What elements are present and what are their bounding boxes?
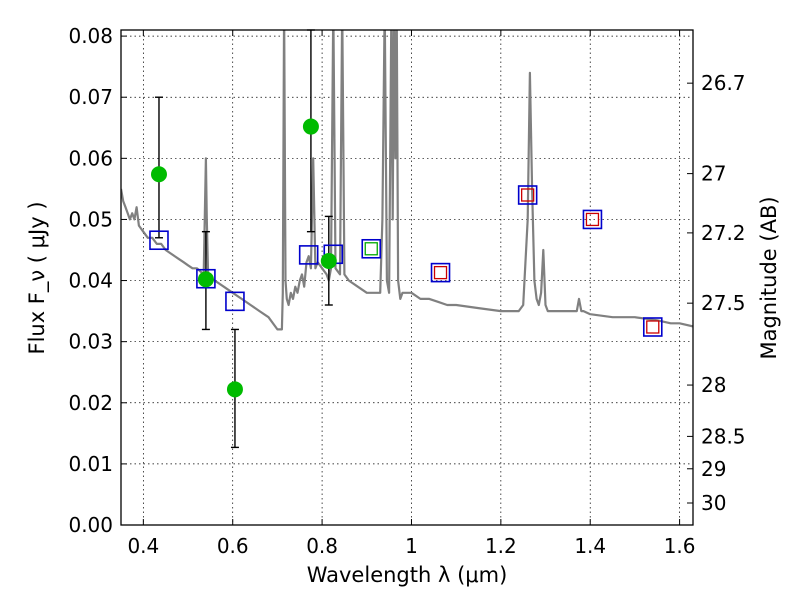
- right-tick-label: 27.2: [701, 221, 746, 245]
- model-square: [298, 245, 319, 265]
- plot-background: [121, 30, 693, 525]
- x-tick-label: 0.4: [127, 534, 159, 558]
- model-inner-square: [433, 265, 448, 280]
- y-axis-right-title: Magnitude (AB): [757, 196, 781, 359]
- right-tick-label: 30: [701, 491, 726, 515]
- right-tick-label: 27.5: [701, 291, 746, 315]
- x-tick-label: 1.6: [664, 534, 696, 558]
- model-square: [361, 238, 382, 259]
- markers-layer: [149, 29, 663, 449]
- model-inner-square: [521, 188, 535, 202]
- observed-point: [302, 118, 319, 135]
- y-axis-title: Flux F_ν ( μJy ): [25, 201, 50, 354]
- x-axis-title: Wavelength λ (μm): [307, 563, 508, 587]
- x-tick-label: 0.8: [306, 534, 338, 558]
- y-tick-label: 0.05: [68, 207, 113, 231]
- ticks-layer: 0.4 0.6 0.8 1 1.2 1.4 1.6 0.00 0.01 0.02 0.03 0.04 0…: [68, 24, 745, 558]
- x-tick-label: 0.6: [217, 534, 249, 558]
- y-tick-label: 0.08: [68, 24, 113, 48]
- model-square: [517, 185, 538, 205]
- right-tick-label: 28.5: [701, 424, 746, 448]
- y-tick-label: 0.06: [68, 146, 113, 170]
- right-tick-label: 29: [701, 457, 726, 481]
- right-tick-label: 28: [701, 373, 726, 397]
- model-square: [430, 262, 451, 283]
- observed-point: [320, 253, 337, 269]
- model-square: [225, 291, 245, 312]
- model-inner-square: [646, 320, 660, 334]
- model-inner-square: [585, 212, 600, 227]
- plot-frame: [120, 29, 694, 526]
- x-tick-label: 1.4: [574, 534, 606, 558]
- model-square: [149, 230, 169, 251]
- model-square: [196, 268, 216, 289]
- right-tick-label: 26.7: [701, 71, 746, 95]
- y-tick-label: 0.00: [68, 513, 113, 537]
- model-square: [582, 209, 603, 230]
- right-tick-label: 27: [701, 162, 726, 186]
- x-tick-label: 1.2: [485, 534, 517, 558]
- observed-point: [197, 271, 214, 288]
- y-tick-label: 0.07: [68, 85, 113, 109]
- y-tick-label: 0.03: [68, 330, 113, 354]
- observed-point: [226, 381, 243, 398]
- y-tick-label: 0.04: [68, 269, 113, 293]
- y-tick-label: 0.02: [68, 391, 113, 415]
- model-square: [642, 317, 663, 337]
- y-tick-label: 0.01: [68, 452, 113, 476]
- observed-point: [150, 166, 167, 183]
- model-inner-square: [364, 242, 378, 256]
- x-tick-label: 1: [405, 534, 418, 558]
